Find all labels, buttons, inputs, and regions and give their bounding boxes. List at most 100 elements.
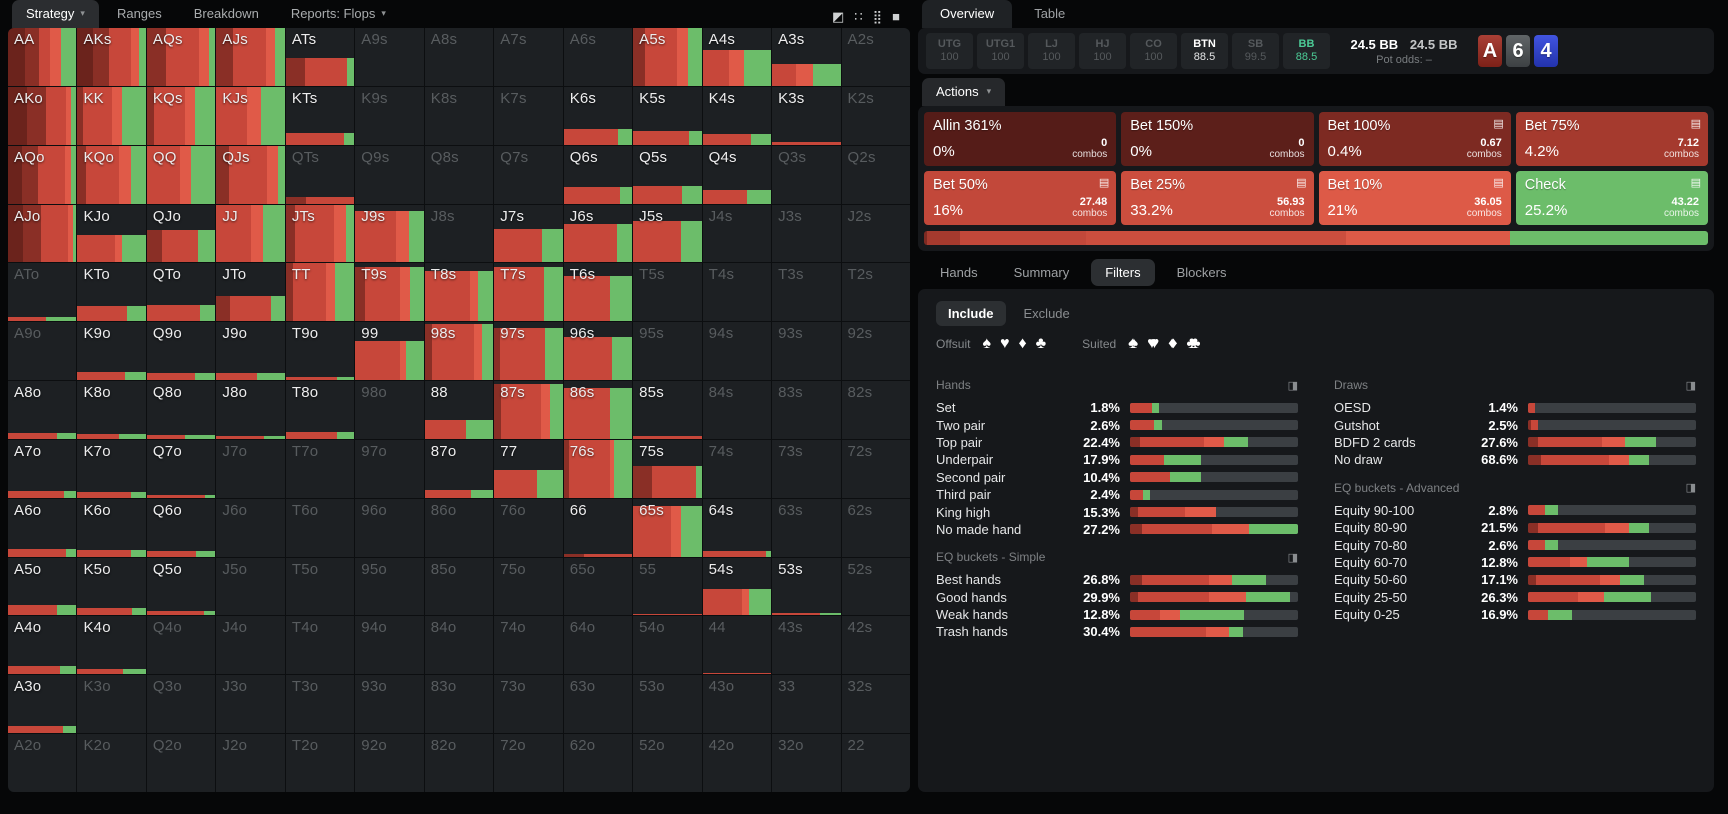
matrix-cell-52s[interactable]: 52s [841, 557, 910, 616]
matrix-cell-65o[interactable]: 65o [563, 557, 633, 616]
matrix-cell-95o[interactable]: 95o [355, 557, 424, 616]
matrix-cell-K4o[interactable]: K4o [77, 616, 146, 675]
matrix-cell-A3o[interactable]: A3o [8, 675, 77, 734]
matrix-cell-94s[interactable]: 94s [702, 322, 772, 381]
matrix-cell-J6o[interactable]: J6o [216, 498, 285, 557]
matrix-cell-43s[interactable]: 43s [772, 616, 841, 675]
matrix-cell-KJs[interactable]: KJs [216, 86, 285, 145]
dots-grid-icon[interactable]: ∷ [854, 9, 863, 24]
matrix-cell-AQs[interactable]: AQs [146, 28, 216, 86]
matrix-cell-53s[interactable]: 53s [772, 557, 841, 616]
matrix-cell-T5o[interactable]: T5o [285, 557, 355, 616]
matrix-cell-42s[interactable]: 42s [841, 616, 910, 675]
matrix-cell-T2s[interactable]: T2s [841, 263, 910, 322]
stat-row-weak-hands[interactable]: Weak hands 12.8% [936, 606, 1298, 623]
stat-row-underpair[interactable]: Underpair 17.9% [936, 451, 1298, 468]
matrix-cell-98o[interactable]: 98o [355, 381, 424, 439]
matrix-cell-AKs[interactable]: AKs [77, 28, 146, 86]
matrix-cell-Q9o[interactable]: Q9o [146, 322, 216, 381]
actions-dropdown[interactable]: Actions ▾ [922, 78, 1006, 106]
stat-row-set[interactable]: Set 1.8% [936, 399, 1298, 416]
position-chip-btn[interactable]: BTN 88.5 [1181, 33, 1228, 69]
matrix-cell-K3o[interactable]: K3o [77, 675, 146, 734]
combos-list-icon[interactable]: ▤ [1098, 177, 1110, 189]
tab-hands[interactable]: Hands [926, 259, 992, 286]
tab-blockers[interactable]: Blockers [1163, 259, 1241, 286]
matrix-cell-QQ[interactable]: QQ [146, 145, 216, 204]
matrix-cell-T3o[interactable]: T3o [285, 675, 355, 734]
stat-row-two-pair[interactable]: Two pair 2.6% [936, 416, 1298, 433]
matrix-cell-ATs[interactable]: ATs [285, 28, 355, 86]
matrix-cell-K4s[interactable]: K4s [702, 86, 772, 145]
matrix-cell-QJo[interactable]: QJo [146, 204, 216, 263]
matrix-cell-72o[interactable]: 72o [494, 734, 563, 792]
matrix-cell-54o[interactable]: 54o [633, 616, 702, 675]
matrix-cell-T2o[interactable]: T2o [285, 734, 355, 792]
matrix-cell-Q4s[interactable]: Q4s [702, 145, 772, 204]
matrix-cell-75s[interactable]: 75s [633, 439, 702, 498]
action-button-allin-361-[interactable]: Allin 361% 0% 0 combos [924, 112, 1117, 166]
matrix-cell-QJs[interactable]: QJs [216, 145, 285, 204]
action-button-bet-50-[interactable]: Bet 50% ▤ 16% 27.48 combos [924, 171, 1117, 225]
matrix-cell-K5s[interactable]: K5s [633, 86, 702, 145]
stat-row-king-high[interactable]: King high 15.3% [936, 503, 1298, 520]
stat-row-no-made-hand[interactable]: No made hand 27.2% [936, 521, 1298, 538]
matrix-cell-K2o[interactable]: K2o [77, 734, 146, 792]
matrix-cell-A2o[interactable]: A2o [8, 734, 77, 792]
matrix-cell-K3s[interactable]: K3s [772, 86, 841, 145]
matrix-cell-KJo[interactable]: KJo [77, 204, 146, 263]
matrix-cell-93s[interactable]: 93s [772, 322, 841, 381]
stat-row-equity-50-60[interactable]: Equity 50-60 17.1% [1334, 571, 1696, 588]
matrix-cell-K6o[interactable]: K6o [77, 498, 146, 557]
tab-ranges[interactable]: Ranges [103, 0, 176, 28]
matrix-cell-J3o[interactable]: J3o [216, 675, 285, 734]
matrix-cell-87s[interactable]: 87s [494, 381, 563, 439]
matrix-cell-T7o[interactable]: T7o [285, 439, 355, 498]
matrix-cell-85o[interactable]: 85o [424, 557, 494, 616]
matrix-cell-T4s[interactable]: T4s [702, 263, 772, 322]
matrix-cell-T5s[interactable]: T5s [633, 263, 702, 322]
matrix-cell-J2o[interactable]: J2o [216, 734, 285, 792]
matrix-cell-T4o[interactable]: T4o [285, 616, 355, 675]
stat-row-equity-70-80[interactable]: Equity 70-80 2.6% [1334, 536, 1696, 553]
matrix-cell-J4s[interactable]: J4s [702, 204, 772, 263]
include-button[interactable]: Include [936, 301, 1006, 326]
matrix-cell-96s[interactable]: 96s [563, 322, 633, 381]
action-button-bet-100-[interactable]: Bet 100% ▤ 0.4% 0.67 combos [1318, 112, 1511, 166]
matrix-cell-A9o[interactable]: A9o [8, 322, 77, 381]
matrix-cell-96o[interactable]: 96o [355, 498, 424, 557]
matrix-cell-A4s[interactable]: A4s [702, 28, 772, 86]
matrix-cell-32s[interactable]: 32s [841, 675, 910, 734]
matrix-cell-AA[interactable]: AA [8, 28, 77, 86]
matrix-cell-AKo[interactable]: AKo [8, 86, 77, 145]
matrix-cell-KQs[interactable]: KQs [146, 86, 216, 145]
matrix-cell-76s[interactable]: 76s [563, 439, 633, 498]
stat-row-third-pair[interactable]: Third pair 2.4% [936, 486, 1298, 503]
matrix-cell-97s[interactable]: 97s [494, 322, 563, 381]
stat-row-equity-25-50[interactable]: Equity 25-50 26.3% [1334, 589, 1696, 606]
matrix-cell-62s[interactable]: 62s [841, 498, 910, 557]
combos-list-icon[interactable]: ▤ [1493, 177, 1504, 189]
stat-row-equity-60-70[interactable]: Equity 60-70 12.8% [1334, 554, 1696, 571]
matrix-cell-77[interactable]: 77 [494, 439, 563, 498]
matrix-cell-A3s[interactable]: A3s [772, 28, 841, 86]
matrix-cell-97o[interactable]: 97o [355, 439, 424, 498]
matrix-cell-83o[interactable]: 83o [424, 675, 494, 734]
matrix-cell-KK[interactable]: KK [77, 86, 146, 145]
action-button-bet-10-[interactable]: Bet 10% ▤ 21% 36.05 combos [1318, 171, 1511, 225]
matrix-cell-J2s[interactable]: J2s [841, 204, 910, 263]
section-toggle-icon[interactable]: ◨ [1287, 379, 1298, 392]
matrix-cell-Q6s[interactable]: Q6s [563, 145, 633, 204]
matrix-cell-A9s[interactable]: A9s [355, 28, 424, 86]
matrix-cell-82o[interactable]: 82o [424, 734, 494, 792]
matrix-cell-K8o[interactable]: K8o [77, 381, 146, 439]
matrix-cell-J5s[interactable]: J5s [633, 204, 702, 263]
offsuit-club-icon[interactable]: ♣ [1035, 335, 1047, 352]
matrix-cell-T8s[interactable]: T8s [424, 263, 494, 322]
matrix-cell-K6s[interactable]: K6s [563, 86, 633, 145]
matrix-cell-33[interactable]: 33 [772, 675, 841, 734]
matrix-cell-T7s[interactable]: T7s [494, 263, 563, 322]
position-chip-bb[interactable]: BB 88.5 [1283, 33, 1330, 69]
matrix-cell-T6o[interactable]: T6o [285, 498, 355, 557]
section-toggle-icon[interactable]: ◨ [1685, 482, 1696, 495]
